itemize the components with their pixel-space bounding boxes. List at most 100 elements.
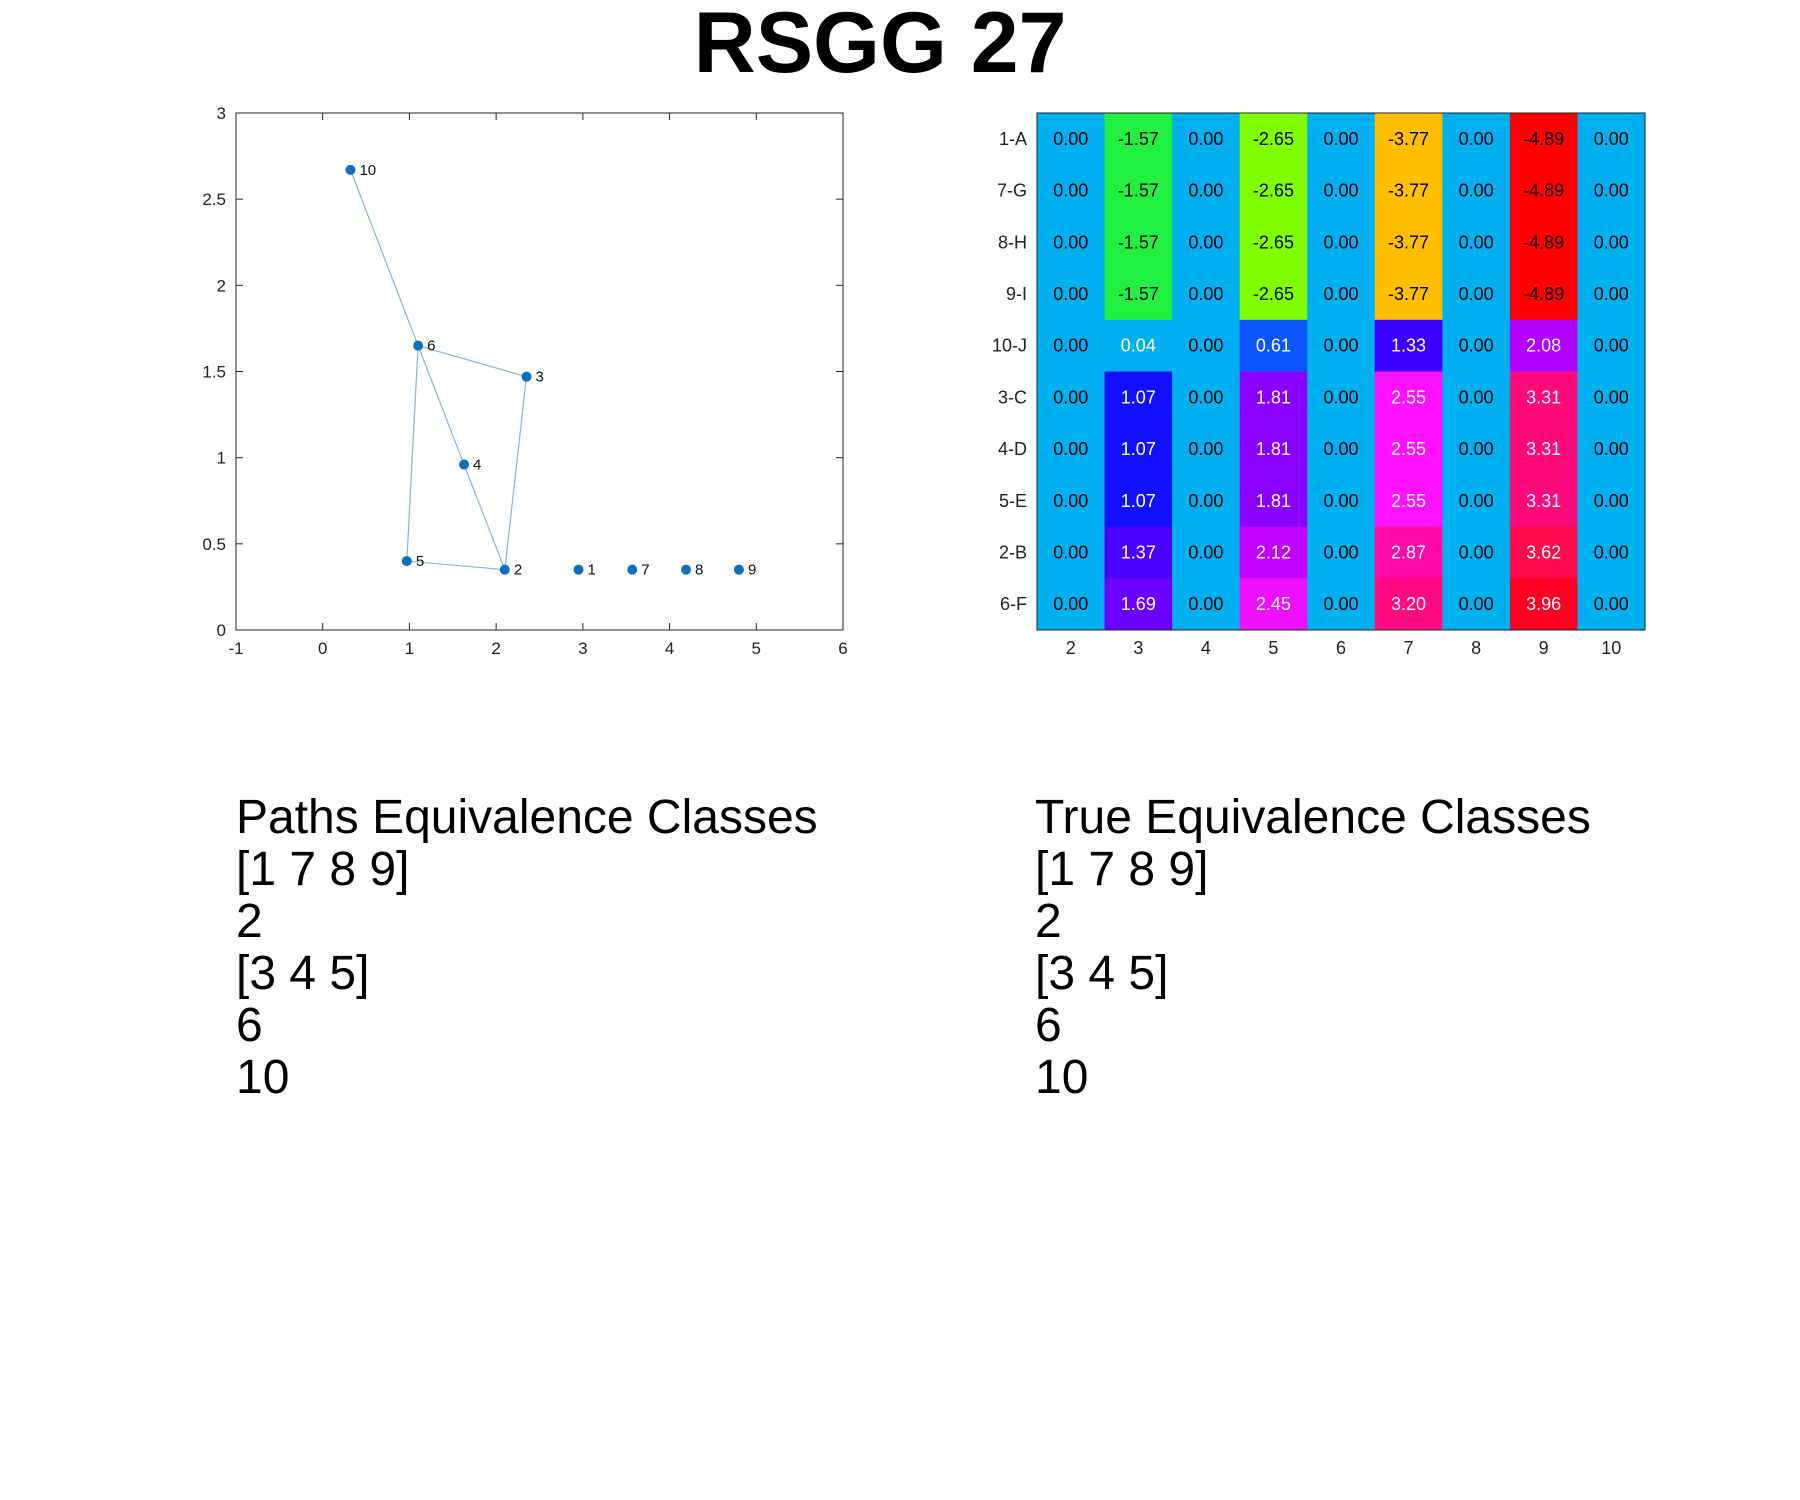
heatmap-cell bbox=[1037, 526, 1106, 579]
page-title: RSGG 27 bbox=[693, 0, 1067, 91]
list-item: 6 bbox=[236, 999, 263, 1052]
heatmap-cell bbox=[1172, 474, 1241, 528]
row-label: 2-B bbox=[999, 542, 1027, 562]
row-label: 3-C bbox=[998, 387, 1027, 407]
heatmap-value: 1.81 bbox=[1256, 439, 1291, 459]
node-label: 6 bbox=[427, 338, 435, 355]
row-label: 6-F bbox=[1000, 594, 1027, 614]
heatmap-value: 0.00 bbox=[1053, 387, 1088, 407]
heatmap-value: 3.31 bbox=[1526, 439, 1561, 459]
heatmap-cell bbox=[1104, 423, 1173, 476]
x-tick-label: 4 bbox=[665, 639, 674, 658]
heatmap-value: 0.00 bbox=[1594, 439, 1629, 459]
heatmap-cell bbox=[1374, 268, 1443, 321]
heatmap-cell bbox=[1037, 319, 1106, 372]
heatmap-cell bbox=[1104, 319, 1173, 372]
heatmap-value: 0.00 bbox=[1188, 439, 1223, 459]
heatmap-value: 2.45 bbox=[1256, 594, 1291, 614]
heatmap-cell bbox=[1037, 268, 1106, 321]
heatmap-cell bbox=[1239, 371, 1308, 424]
heatmap-cell bbox=[1374, 216, 1443, 269]
heatmap-value: 3.20 bbox=[1391, 594, 1426, 614]
graph-node bbox=[521, 371, 532, 382]
y-tick-label: 1 bbox=[217, 449, 226, 468]
heatmap-value: 0.00 bbox=[1053, 439, 1088, 459]
heatmap-cell bbox=[1172, 371, 1241, 424]
list-item: [1 7 8 9] bbox=[236, 843, 410, 896]
heatmap-value: 0.00 bbox=[1323, 284, 1358, 304]
y-tick-label: 0 bbox=[217, 621, 226, 640]
heatmap-value: 0.00 bbox=[1594, 542, 1629, 562]
heatmap-cell bbox=[1307, 526, 1376, 579]
heatmap-cell bbox=[1307, 474, 1376, 528]
node-label: 5 bbox=[416, 553, 424, 570]
heatmap-cell bbox=[1239, 113, 1308, 166]
heatmap-value: 0.00 bbox=[1594, 336, 1629, 356]
heatmap-cell bbox=[1509, 474, 1578, 528]
heatmap-cell bbox=[1239, 164, 1308, 217]
x-tick-label: 3 bbox=[578, 639, 587, 658]
heatmap-cell bbox=[1442, 268, 1511, 321]
heatmap-cell bbox=[1104, 474, 1173, 528]
heatmap-cell bbox=[1577, 216, 1646, 269]
x-tick-label: 5 bbox=[752, 639, 761, 658]
heatmap-cell bbox=[1442, 371, 1511, 424]
heatmap-value: 0.00 bbox=[1594, 491, 1629, 511]
heatmap-cell bbox=[1577, 268, 1646, 321]
heatmap-value: -3.77 bbox=[1388, 129, 1429, 149]
list-item: 10 bbox=[236, 1051, 290, 1104]
heatmap-value: 0.00 bbox=[1594, 129, 1629, 149]
column-label: 10 bbox=[1601, 638, 1621, 658]
heatmap-value: -4.89 bbox=[1523, 284, 1564, 304]
heatmap-cell bbox=[1374, 319, 1443, 372]
graph-edge bbox=[504, 376, 528, 570]
x-tick-label: 1 bbox=[405, 639, 414, 658]
heatmap-value: -1.57 bbox=[1118, 284, 1159, 304]
heatmap-value: 2.12 bbox=[1256, 542, 1291, 562]
paths-equivalence-classes: Paths Equivalence Classes [1 7 8 9] 2 [3… bbox=[236, 792, 818, 1104]
node-label: 7 bbox=[641, 562, 649, 579]
heatmap-cell bbox=[1037, 371, 1106, 424]
heatmap-cell bbox=[1239, 526, 1308, 579]
heatmap-cell bbox=[1577, 371, 1646, 424]
heatmap-cell bbox=[1577, 113, 1646, 166]
row-label: 7-G bbox=[997, 181, 1027, 201]
row-label: 9-I bbox=[1006, 284, 1027, 304]
heatmap-cell bbox=[1172, 268, 1241, 321]
heatmap-cell bbox=[1037, 113, 1106, 166]
heatmap-value: 0.00 bbox=[1323, 181, 1358, 201]
heatmap-cell bbox=[1509, 216, 1578, 269]
heatmap-value: -4.89 bbox=[1523, 129, 1564, 149]
heatmap-cell bbox=[1037, 423, 1106, 476]
row-label: 5-E bbox=[999, 491, 1027, 511]
heatmap-cell bbox=[1104, 526, 1173, 579]
heatmap-value: 0.00 bbox=[1323, 491, 1358, 511]
graph-node bbox=[401, 556, 412, 567]
heatmap-cell bbox=[1442, 113, 1511, 166]
heatmap-value: 0.00 bbox=[1459, 336, 1494, 356]
column-label: 5 bbox=[1268, 638, 1278, 658]
heatmap-cell bbox=[1307, 216, 1376, 269]
node-label: 8 bbox=[695, 562, 703, 579]
graph-node bbox=[627, 564, 638, 575]
heatmap-value: 0.00 bbox=[1459, 439, 1494, 459]
row-label: 1-A bbox=[999, 129, 1027, 149]
heatmap-value: 0.00 bbox=[1188, 181, 1223, 201]
heatmap-cell bbox=[1509, 526, 1578, 579]
heatmap-value: 2.08 bbox=[1526, 336, 1561, 356]
heatmap-value: -2.65 bbox=[1253, 284, 1294, 304]
heatmap-cell bbox=[1307, 578, 1376, 631]
graph-node bbox=[499, 564, 510, 575]
heatmap-value: 2.55 bbox=[1391, 491, 1426, 511]
heatmap-cell bbox=[1442, 319, 1511, 372]
heatmap-value: 0.00 bbox=[1459, 129, 1494, 149]
heatmap-value: -1.57 bbox=[1118, 129, 1159, 149]
heatmap-chart: 0.00 -1.57 0.00 -2.65 0.00 -3.77 0.00 -4.89 0.00… bbox=[992, 112, 1646, 658]
heatmap-value: 0.00 bbox=[1323, 129, 1358, 149]
heatmap-cell bbox=[1104, 216, 1173, 269]
list-item: 10 bbox=[1035, 1051, 1089, 1104]
heatmap-value: 3.31 bbox=[1526, 387, 1561, 407]
heatmap-value: 3.96 bbox=[1526, 594, 1561, 614]
heatmap-cell bbox=[1442, 578, 1511, 631]
plot-frame bbox=[235, 112, 844, 631]
